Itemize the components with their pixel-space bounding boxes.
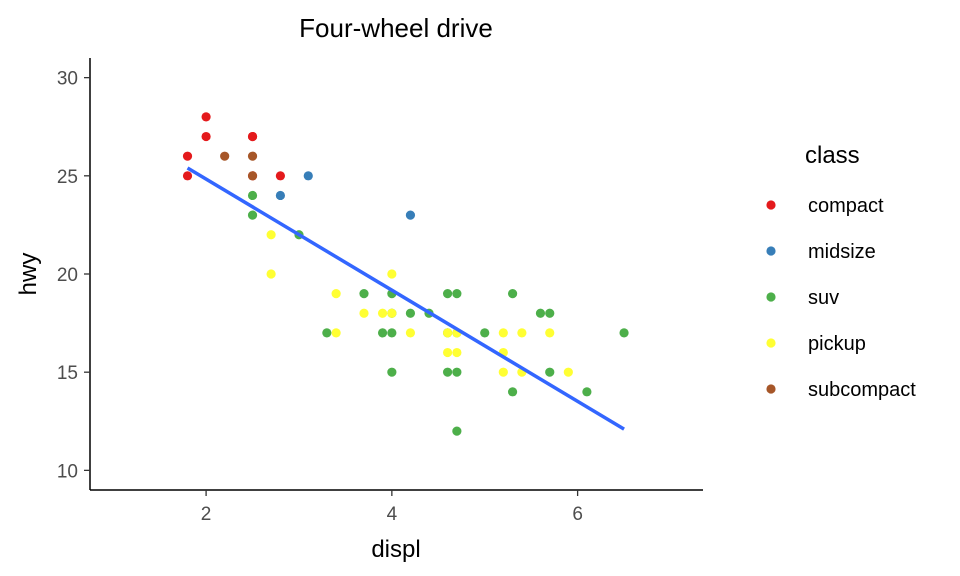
point-pickup: [266, 230, 276, 240]
point-subcompact: [247, 151, 258, 161]
trend-line: [186, 166, 625, 431]
point-midsize: [405, 210, 416, 220]
legend-label-compact: compact: [808, 195, 884, 217]
point-pickup: [405, 328, 416, 338]
point-compact: [201, 112, 211, 122]
point-suv: [387, 328, 397, 338]
point-suv: [545, 367, 555, 377]
x-axis-title: displ: [371, 536, 420, 563]
trend-layer: [186, 166, 625, 431]
point-pickup: [517, 328, 527, 338]
point-pickup: [563, 367, 573, 377]
point-suv: [507, 289, 518, 299]
point-compact: [247, 131, 258, 142]
point-pickup: [387, 308, 397, 318]
x-tick-label: 4: [387, 504, 398, 525]
y-tick-label: 15: [57, 363, 78, 384]
x-tick-label: 2: [201, 504, 212, 525]
y-axis-ticks: 10 15 20 25 30: [57, 69, 90, 482]
point-pickup: [331, 289, 341, 299]
point-pickup: [266, 269, 276, 279]
point-pickup: [377, 308, 388, 318]
point-suv: [507, 387, 518, 397]
point-suv: [452, 426, 462, 436]
x-axis-ticks: 2 4 6: [201, 490, 583, 525]
y-tick-label: 10: [57, 461, 78, 482]
point-midsize: [275, 190, 286, 201]
point-suv: [619, 328, 629, 338]
legend-label-midsize: midsize: [808, 241, 876, 263]
point-subcompact: [247, 171, 258, 181]
x-tick-label: 6: [572, 504, 583, 525]
point-pickup: [387, 269, 397, 279]
points-layer: [182, 112, 629, 436]
legend: compact midsize suv pickup subcompact: [766, 195, 916, 401]
legend-key-midsize: [766, 246, 776, 256]
point-suv: [247, 190, 258, 201]
point-suv: [582, 387, 592, 397]
legend-label-suv: suv: [808, 287, 839, 309]
point-compact: [182, 171, 193, 181]
point-compact: [182, 151, 193, 161]
legend-key-suv: [766, 292, 776, 302]
y-tick-label: 20: [57, 265, 78, 286]
legend-key-subcompact: [766, 384, 776, 394]
point-pickup: [442, 328, 453, 338]
point-suv: [545, 308, 555, 318]
y-axis-title: hwy: [15, 253, 42, 296]
point-suv: [442, 289, 453, 299]
point-suv: [387, 367, 397, 377]
point-pickup: [498, 367, 508, 377]
point-suv: [452, 289, 462, 299]
chart-title: Four-wheel drive: [299, 13, 493, 43]
point-pickup: [442, 347, 453, 358]
point-suv: [535, 308, 546, 318]
point-suv: [247, 210, 258, 220]
point-suv: [377, 328, 388, 338]
legend-label-subcompact: subcompact: [808, 379, 916, 401]
point-suv: [480, 328, 490, 338]
y-tick-label: 30: [57, 69, 78, 90]
point-suv: [405, 308, 416, 318]
point-pickup: [359, 308, 369, 318]
point-pickup: [452, 347, 462, 358]
point-pickup: [545, 328, 555, 338]
legend-key-pickup: [766, 338, 776, 348]
point-suv: [442, 367, 453, 377]
legend-key-compact: [766, 200, 776, 210]
y-tick-label: 25: [57, 167, 78, 188]
point-midsize: [303, 171, 313, 181]
legend-label-pickup: pickup: [808, 333, 866, 355]
point-suv: [359, 289, 369, 299]
point-suv: [452, 367, 462, 377]
point-compact: [275, 171, 286, 181]
legend-title: class: [805, 142, 860, 169]
point-pickup: [331, 328, 341, 338]
point-subcompact: [220, 151, 230, 161]
point-pickup: [498, 328, 508, 338]
point-compact: [201, 131, 211, 142]
point-suv: [322, 328, 332, 338]
